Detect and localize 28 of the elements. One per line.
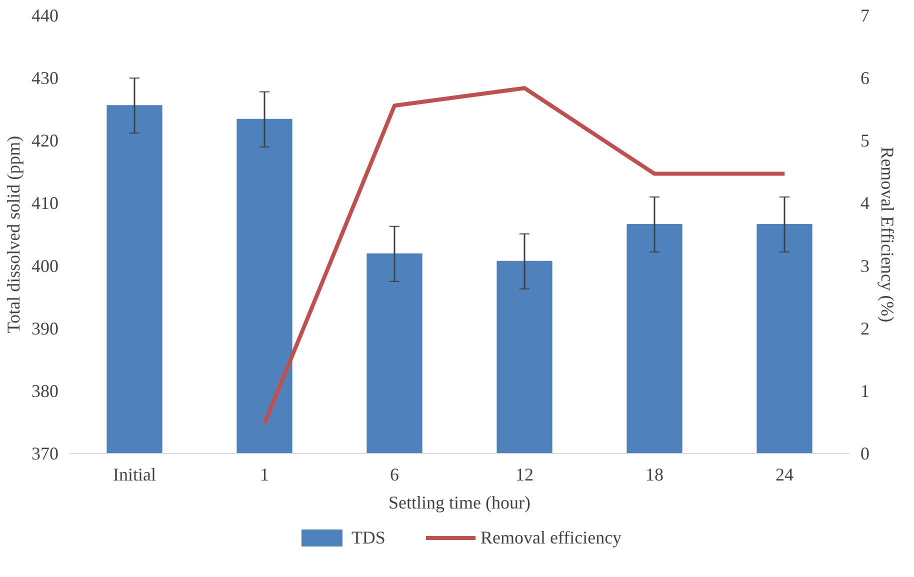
y2-tick-label: 3 [860, 256, 870, 276]
x-tick-label: Initial [113, 464, 156, 484]
y-tick-label: 380 [32, 380, 58, 401]
x-tick-label: 24 [776, 464, 794, 484]
y2-tick-label: 1 [860, 380, 870, 401]
x-tick-label: 6 [390, 464, 399, 484]
y-tick-label: 390 [32, 318, 58, 338]
y2-tick-label: 5 [860, 130, 870, 151]
x-tick-label: 18 [646, 464, 664, 484]
y-tick-label: 410 [32, 193, 58, 214]
y2-tick-label: 2 [860, 318, 870, 338]
y-tick-label: 440 [32, 6, 58, 26]
y-tick-label: 420 [32, 130, 58, 151]
y-tick-label: 370 [32, 444, 58, 464]
line-series [262, 86, 786, 426]
y-axis-title: Total dissolved solid (ppm) [4, 136, 24, 334]
x-axis-title: Settling time (hour) [388, 492, 530, 512]
x-tick-label: 12 [516, 464, 534, 484]
y-tick-label: 400 [32, 256, 58, 276]
legend-label: Removal efficiency [480, 527, 622, 548]
y2-axis-title: Removal Efficiency (%) [878, 146, 898, 322]
y2-tick-label: 4 [860, 193, 870, 214]
legend-label: TDS [351, 527, 386, 548]
y2-tick-label: 6 [860, 68, 870, 88]
x-tick-label: 1 [260, 464, 269, 484]
y2-tick-label: 7 [860, 6, 870, 26]
y2-tick-label: 0 [860, 444, 870, 464]
y-tick-label: 430 [32, 68, 58, 88]
